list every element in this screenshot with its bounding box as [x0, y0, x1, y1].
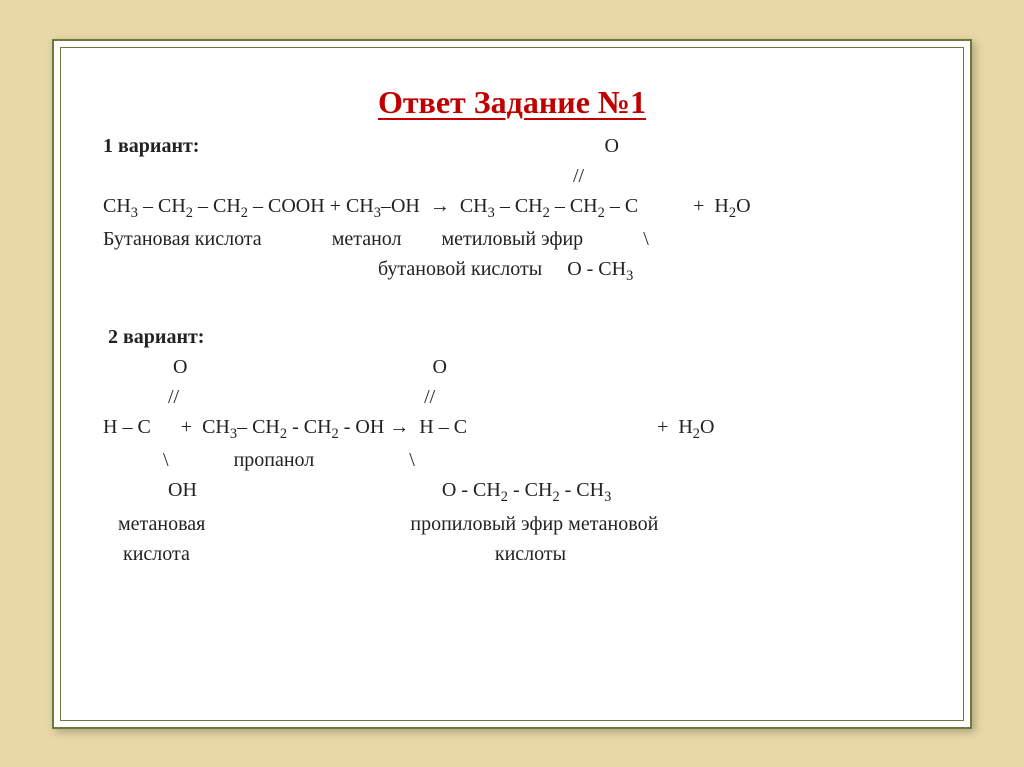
v1-bs: \: [643, 228, 649, 250]
slide-content: 1 вариант: O //: [103, 131, 921, 569]
slide-title: Ответ Задание №1: [103, 84, 921, 121]
v2-dbl-r: //: [424, 386, 435, 408]
v2-bs2: \: [409, 449, 415, 471]
v1-sub1-left: Бутановая кислота: [103, 228, 262, 250]
v1-line-dbl: //: [103, 161, 921, 191]
v1-line-sub2: бутановой кислоты О - СН3: [103, 254, 921, 288]
v1-oxygen: O: [604, 135, 618, 157]
v2-eq-plus: + СН3– СН2 - СН2 - ОН → Н – С: [181, 416, 467, 438]
v2-ox-l: О: [173, 356, 187, 378]
variant2-block: 2 вариант: О О // // Н – С + СН3– СН2 - …: [103, 322, 921, 569]
v1-eq-left: СН3 – СН2 – СН2 – СООН + СН3–ОН → СН3 – …: [103, 195, 638, 217]
v1-och3: О - СН3: [567, 258, 633, 280]
v2-meth-row: метановая пропиловый эфир метановой: [103, 509, 921, 539]
variant1-block: 1 вариант: O //: [103, 131, 921, 288]
v2-propanol: пропанол: [234, 449, 315, 471]
v2-och2: О - СН2 - СН2 - СН3: [442, 479, 611, 501]
v1-label: 1 вариант:: [103, 135, 199, 157]
v2-eq-row: Н – С + СН3– СН2 - СН2 - ОН → Н – С + Н2…: [103, 412, 921, 446]
v2-oxygen-row: О О: [103, 352, 921, 382]
v1-sub1-mid: метанол: [332, 228, 402, 250]
v1-sub1-right: метиловый эфир: [442, 228, 584, 250]
v2-acid1: кислота: [123, 543, 190, 565]
v1-dbl: //: [573, 165, 584, 187]
v2-dbl-row: // //: [103, 382, 921, 412]
v2-propyl: пропиловый эфир метановой: [410, 513, 658, 535]
v1-line-label: 1 вариант: O: [103, 131, 921, 161]
v1-line-eq: СН3 – СН2 – СН2 – СООН + СН3–ОН → СН3 – …: [103, 191, 921, 225]
v2-eq-l1: Н – С: [103, 416, 151, 438]
v2-oh: ОН: [168, 479, 197, 501]
v2-acid-row: кислота кислоты: [103, 539, 921, 569]
v2-h2o: + Н2О: [657, 416, 714, 438]
v1-eq-right: + Н2О: [693, 195, 750, 217]
v2-dbl-l: //: [168, 386, 179, 408]
v2-ox-r: О: [432, 356, 446, 378]
v2-acid2: кислоты: [495, 543, 566, 565]
v1-line-sub1: Бутановая кислота метанол метиловый эфир…: [103, 224, 921, 254]
v2-label: 2 вариант:: [108, 326, 204, 348]
v2-meth: метановая: [118, 513, 205, 535]
slide-inner-frame: Ответ Задание №1 1 вариант: O: [60, 47, 964, 721]
v2-oh-row: ОН О - СН2 - СН2 - СН3: [103, 475, 921, 509]
v1-sub2: бутановой кислоты: [378, 258, 542, 280]
v2-bs1: \: [163, 449, 169, 471]
v2-label-row: 2 вариант:: [103, 322, 921, 352]
slide-outer-frame: Ответ Задание №1 1 вариант: O: [52, 39, 972, 729]
v2-bs-row: \ пропанол \: [103, 445, 921, 475]
